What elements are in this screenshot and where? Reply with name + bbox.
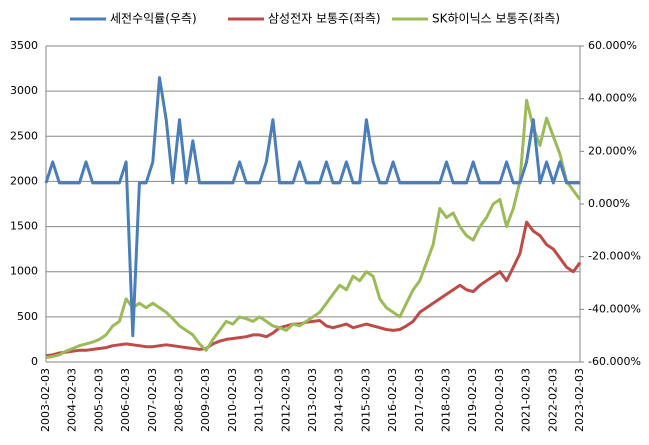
legend-label: SK하이닉스 보통주(좌측) [432,12,560,26]
x-tick-label: 2011-02-03 [253,368,266,432]
x-tick-label: 2003-02-03 [39,368,52,432]
y2-tick-label: 60.000% [588,39,637,52]
y-tick-label: 1000 [10,265,38,278]
x-tick-label: 2020-02-03 [493,368,506,432]
legend-item: 세전수익률(우측) [70,12,197,26]
x-tick-label: 2021-02-03 [520,368,533,432]
x-tick-label: 2018-02-03 [440,368,453,432]
y2-tick-label: 0.000% [588,197,630,210]
x-tick-label: 2023-02-03 [573,368,586,432]
x-tick-label: 2017-02-03 [413,368,426,432]
legend-label: 세전수익률(우측) [110,12,197,26]
y2-tick-label: 20.000% [588,144,637,157]
y2-tick-label: -40.000% [588,302,641,315]
x-tick-label: 2009-02-03 [199,368,212,432]
x-tick-label: 2014-02-03 [333,368,346,432]
y2-tick-label: 40.000% [588,92,637,105]
x-tick-label: 2019-02-03 [466,368,479,432]
line-series [45,220,582,358]
y-tick-label: 500 [17,310,38,323]
y-tick-label: 3500 [10,39,38,52]
x-tick-label: 2022-02-03 [546,368,559,432]
x-tick-label: 2010-02-03 [226,368,239,432]
x-tick-label: 2015-02-03 [359,368,372,432]
line-series [44,76,580,338]
x-tick-label: 2005-02-03 [92,368,105,432]
x-tick-label: 2007-02-03 [146,368,159,432]
y2-tick-label: -60.000% [588,355,641,368]
x-tick-label: 2016-02-03 [386,368,399,432]
legend-item: SK하이닉스 보통주(좌측) [392,12,560,26]
y-tick-label: 3000 [10,84,38,97]
x-tick-label: 2013-02-03 [306,368,319,432]
x-tick-label: 2008-02-03 [173,368,186,432]
y2-tick-label: -20.000% [588,250,641,263]
x-tick-label: 2012-02-03 [279,368,292,432]
legend-label: 삼성전자 보통주(좌측) [268,12,381,26]
x-tick-label: 2006-02-03 [119,368,132,432]
y-tick-label: 2500 [10,129,38,142]
y-tick-label: 1500 [10,220,38,233]
line-series [45,98,582,359]
y-tick-label: 2000 [10,174,38,187]
x-tick-label: 2004-02-03 [66,368,79,432]
legend-item: 삼성전자 보통주(좌측) [228,12,381,26]
y-tick-label: 0 [31,355,38,368]
